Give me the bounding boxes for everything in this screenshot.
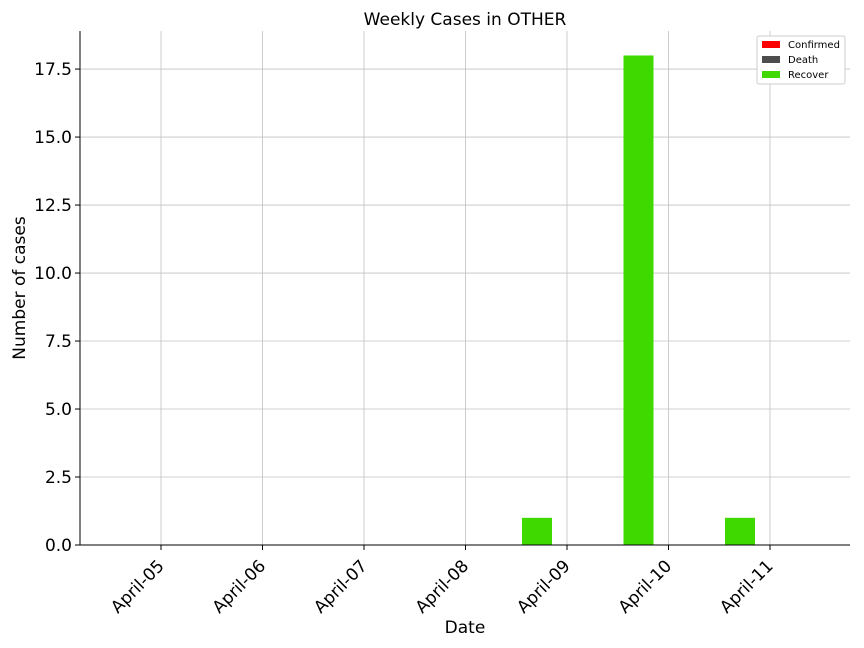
legend: Confirmed Death Recover xyxy=(756,35,846,85)
legend-swatch xyxy=(762,71,780,78)
grid xyxy=(80,31,850,546)
chart-title: Weekly Cases in OTHER xyxy=(364,10,567,30)
legend-label: Confirmed xyxy=(788,40,840,51)
y-axis-label: Number of cases xyxy=(10,216,30,360)
y-tick-label: 12.5 xyxy=(34,196,72,216)
bars xyxy=(522,55,755,545)
y-tick-label: 10.0 xyxy=(34,264,72,284)
y-ticks: 0.0 2.5 5.0 7.5 10.0 12.5 15.0 17.5 xyxy=(34,60,80,556)
axes xyxy=(79,31,850,546)
legend-swatch xyxy=(762,56,780,63)
x-tick-label: April-08 xyxy=(412,556,473,617)
x-tick-label: April-06 xyxy=(209,556,270,617)
legend-swatch xyxy=(762,41,780,48)
x-tick-label: April-09 xyxy=(513,556,574,617)
bar-recover xyxy=(725,517,755,545)
x-axis-label: Date xyxy=(445,618,486,638)
y-tick-label: 0.0 xyxy=(45,536,72,556)
x-ticks: April-05 April-06 April-07 April-08 April-09… xyxy=(107,545,778,618)
bar-recover xyxy=(522,517,552,545)
x-tick-label: April-07 xyxy=(310,556,371,617)
x-tick-label: April-10 xyxy=(615,556,676,617)
x-tick-label: April-11 xyxy=(716,556,777,617)
y-tick-label: 15.0 xyxy=(34,128,72,148)
y-tick-label: 17.5 xyxy=(34,60,72,80)
legend-label: Death xyxy=(788,55,818,66)
x-tick-label: April-05 xyxy=(107,556,168,617)
y-tick-label: 5.0 xyxy=(45,400,72,420)
y-tick-label: 7.5 xyxy=(45,332,72,352)
bar-recover xyxy=(623,55,654,545)
legend-label: Recover xyxy=(788,70,829,81)
y-tick-label: 2.5 xyxy=(45,468,72,488)
